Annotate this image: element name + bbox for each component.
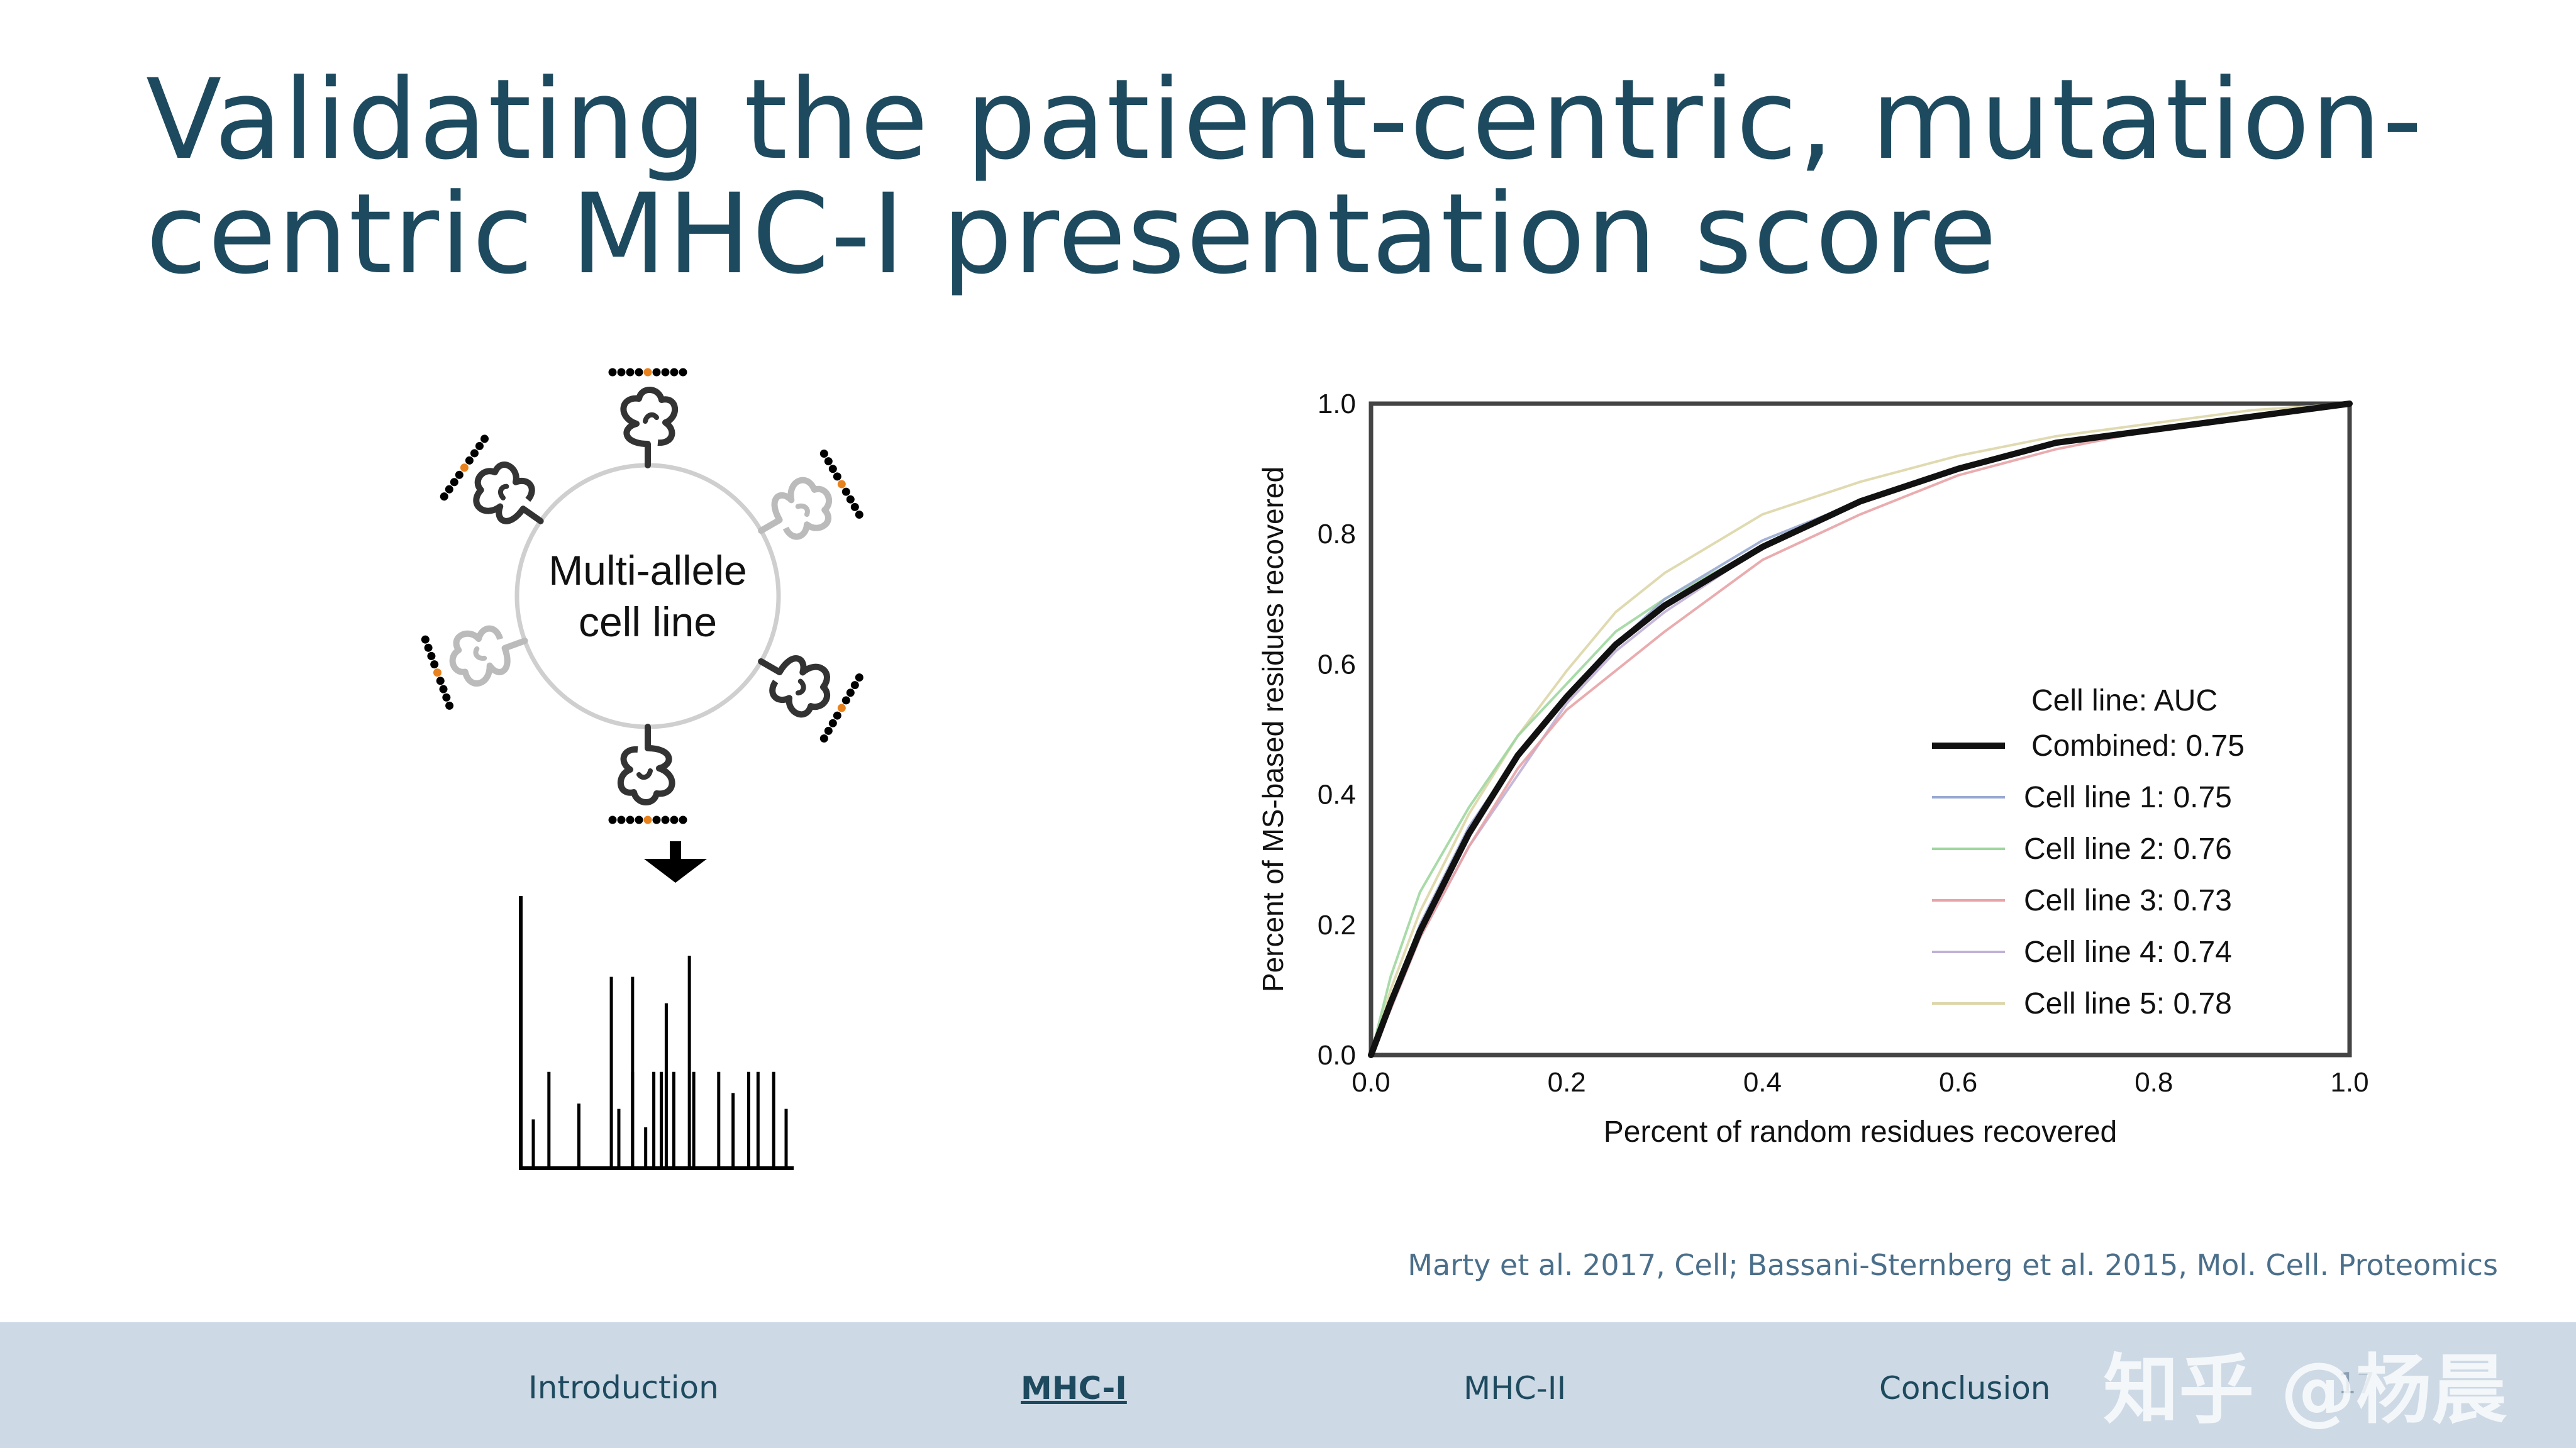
peptide-chain <box>421 635 454 710</box>
cell-circle <box>514 463 781 729</box>
roc-series-line <box>1370 402 2351 1056</box>
peptide-chain <box>819 450 863 519</box>
x-tick-label: 0.6 <box>1939 1067 1977 1098</box>
footer-nav-bar: Introduction MHC-I MHC-II Conclusion 17 … <box>0 1322 2576 1448</box>
peptide-chain <box>440 434 489 501</box>
chart-legend: Cell line: AUC Combined: 0.75 Cell line 1… <box>1932 684 2245 1020</box>
roc-series-line <box>1368 401 2353 1058</box>
x-tick-label: 1.0 <box>2330 1067 2368 1098</box>
slide-title: Validating the patient-centric, mutation… <box>146 55 2424 299</box>
legend-entry: Cell line 4: 0.74 <box>2024 936 2232 969</box>
legend-title: Cell line: AUC <box>2031 684 2218 717</box>
peptide-chain <box>608 368 687 377</box>
legend-entry: Cell line 5: 0.78 <box>2024 987 2232 1020</box>
multi-allele-diagram: Multi-allele cell line <box>421 368 863 1170</box>
nav-mhc-i[interactable]: MHC-I <box>1021 1370 1127 1407</box>
legend-entry: Cell line 2: 0.76 <box>2024 832 2232 866</box>
nav-introduction[interactable]: Introduction <box>528 1369 719 1406</box>
title-line-2: centric MHC-I presentation score <box>146 170 1998 299</box>
mhc-molecule <box>608 368 687 466</box>
roc-curves <box>1368 401 2353 1058</box>
y-tick-label: 0.0 <box>1318 1040 1356 1071</box>
nav-mhc-ii[interactable]: MHC-II <box>1463 1370 1567 1407</box>
roc-chart: 0.0 0.2 0.4 0.6 0.8 1.0 0.0 0.2 0.4 0.6 0.8 1.0 Per… <box>1257 389 2369 1149</box>
y-tick-label: 0.8 <box>1318 519 1356 550</box>
mhc-molecule <box>741 450 863 565</box>
y-tick-label: 0.6 <box>1318 649 1356 680</box>
cell-label-line1: Multi-allele <box>548 547 747 594</box>
title-line-1: Validating the patient-centric, mutation… <box>146 55 2424 184</box>
watermark: 知乎 @杨晨 <box>2103 1347 2507 1434</box>
plot-frame <box>1368 401 2352 1058</box>
peptide-chain <box>819 673 863 743</box>
y-tick-label: 0.2 <box>1318 910 1356 941</box>
x-tick-label: 0.4 <box>1743 1067 1782 1098</box>
down-arrow-icon <box>644 841 707 883</box>
y-tick-label: 0.4 <box>1318 780 1356 810</box>
mhc-molecule <box>741 627 863 743</box>
mass-spectrum <box>519 896 794 1170</box>
mhc-molecule <box>608 727 687 824</box>
x-tick-label: 0.0 <box>1352 1067 1390 1098</box>
legend-entry: Combined: 0.75 <box>2031 729 2245 763</box>
x-axis-label: Percent of random residues recovered <box>1604 1115 2117 1149</box>
legend-entry: Cell line 3: 0.73 <box>2024 884 2232 917</box>
cell-label-line2: cell line <box>579 599 717 645</box>
legend-entry: Cell line 1: 0.75 <box>2024 781 2232 814</box>
citation: Marty et al. 2017, Cell; Bassani-Sternbe… <box>1407 1248 2498 1282</box>
x-tick-label: 0.8 <box>2135 1067 2173 1098</box>
mhc-molecule <box>421 604 538 710</box>
peptide-chain <box>608 815 687 824</box>
page-number: 17 <box>2338 1366 2375 1400</box>
y-tick-label: 1.0 <box>1318 389 1356 419</box>
mhc-molecules <box>421 368 863 824</box>
x-tick-label: 0.2 <box>1548 1067 1586 1098</box>
y-axis-label: Percent of MS-based residues recovered <box>1257 467 1289 992</box>
mhc-molecule <box>440 434 563 553</box>
axis-ticks: 0.0 0.2 0.4 0.6 0.8 1.0 0.0 0.2 0.4 0.6 0.8 1.0 <box>1318 389 2369 1098</box>
nav-conclusion[interactable]: Conclusion <box>1879 1370 2051 1407</box>
